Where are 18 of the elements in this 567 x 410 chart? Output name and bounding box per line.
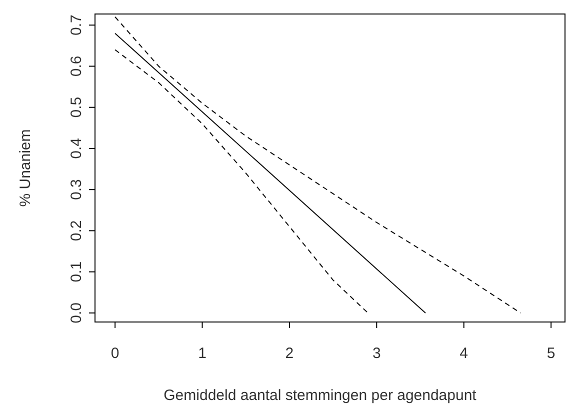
y-tick-label: 0.0	[68, 302, 85, 324]
x-tick-label: 3	[372, 345, 381, 362]
y-tick-label: 0.5	[68, 96, 85, 118]
x-tick-label: 1	[198, 345, 206, 362]
y-tick-label: 0.6	[68, 56, 85, 77]
line-series	[114, 49, 368, 314]
x-tick-label: 5	[546, 345, 556, 362]
x-tick-label: 4	[460, 345, 468, 362]
line-series	[114, 16, 522, 314]
y-axis-title: % Unaniem	[17, 129, 34, 207]
y-tick-label: 0.1	[68, 261, 85, 282]
y-tick-label: 0.7	[68, 14, 85, 36]
y-tick-label: 0.2	[68, 220, 85, 242]
y-tick-label: 0.4	[68, 138, 85, 159]
y-tick-label: 0.3	[68, 179, 85, 200]
x-tick-label: 2	[285, 345, 294, 362]
x-tick-label: 0	[110, 345, 120, 362]
x-axis-title: Gemiddeld aantal stemmingen per agendapunt	[164, 387, 478, 404]
